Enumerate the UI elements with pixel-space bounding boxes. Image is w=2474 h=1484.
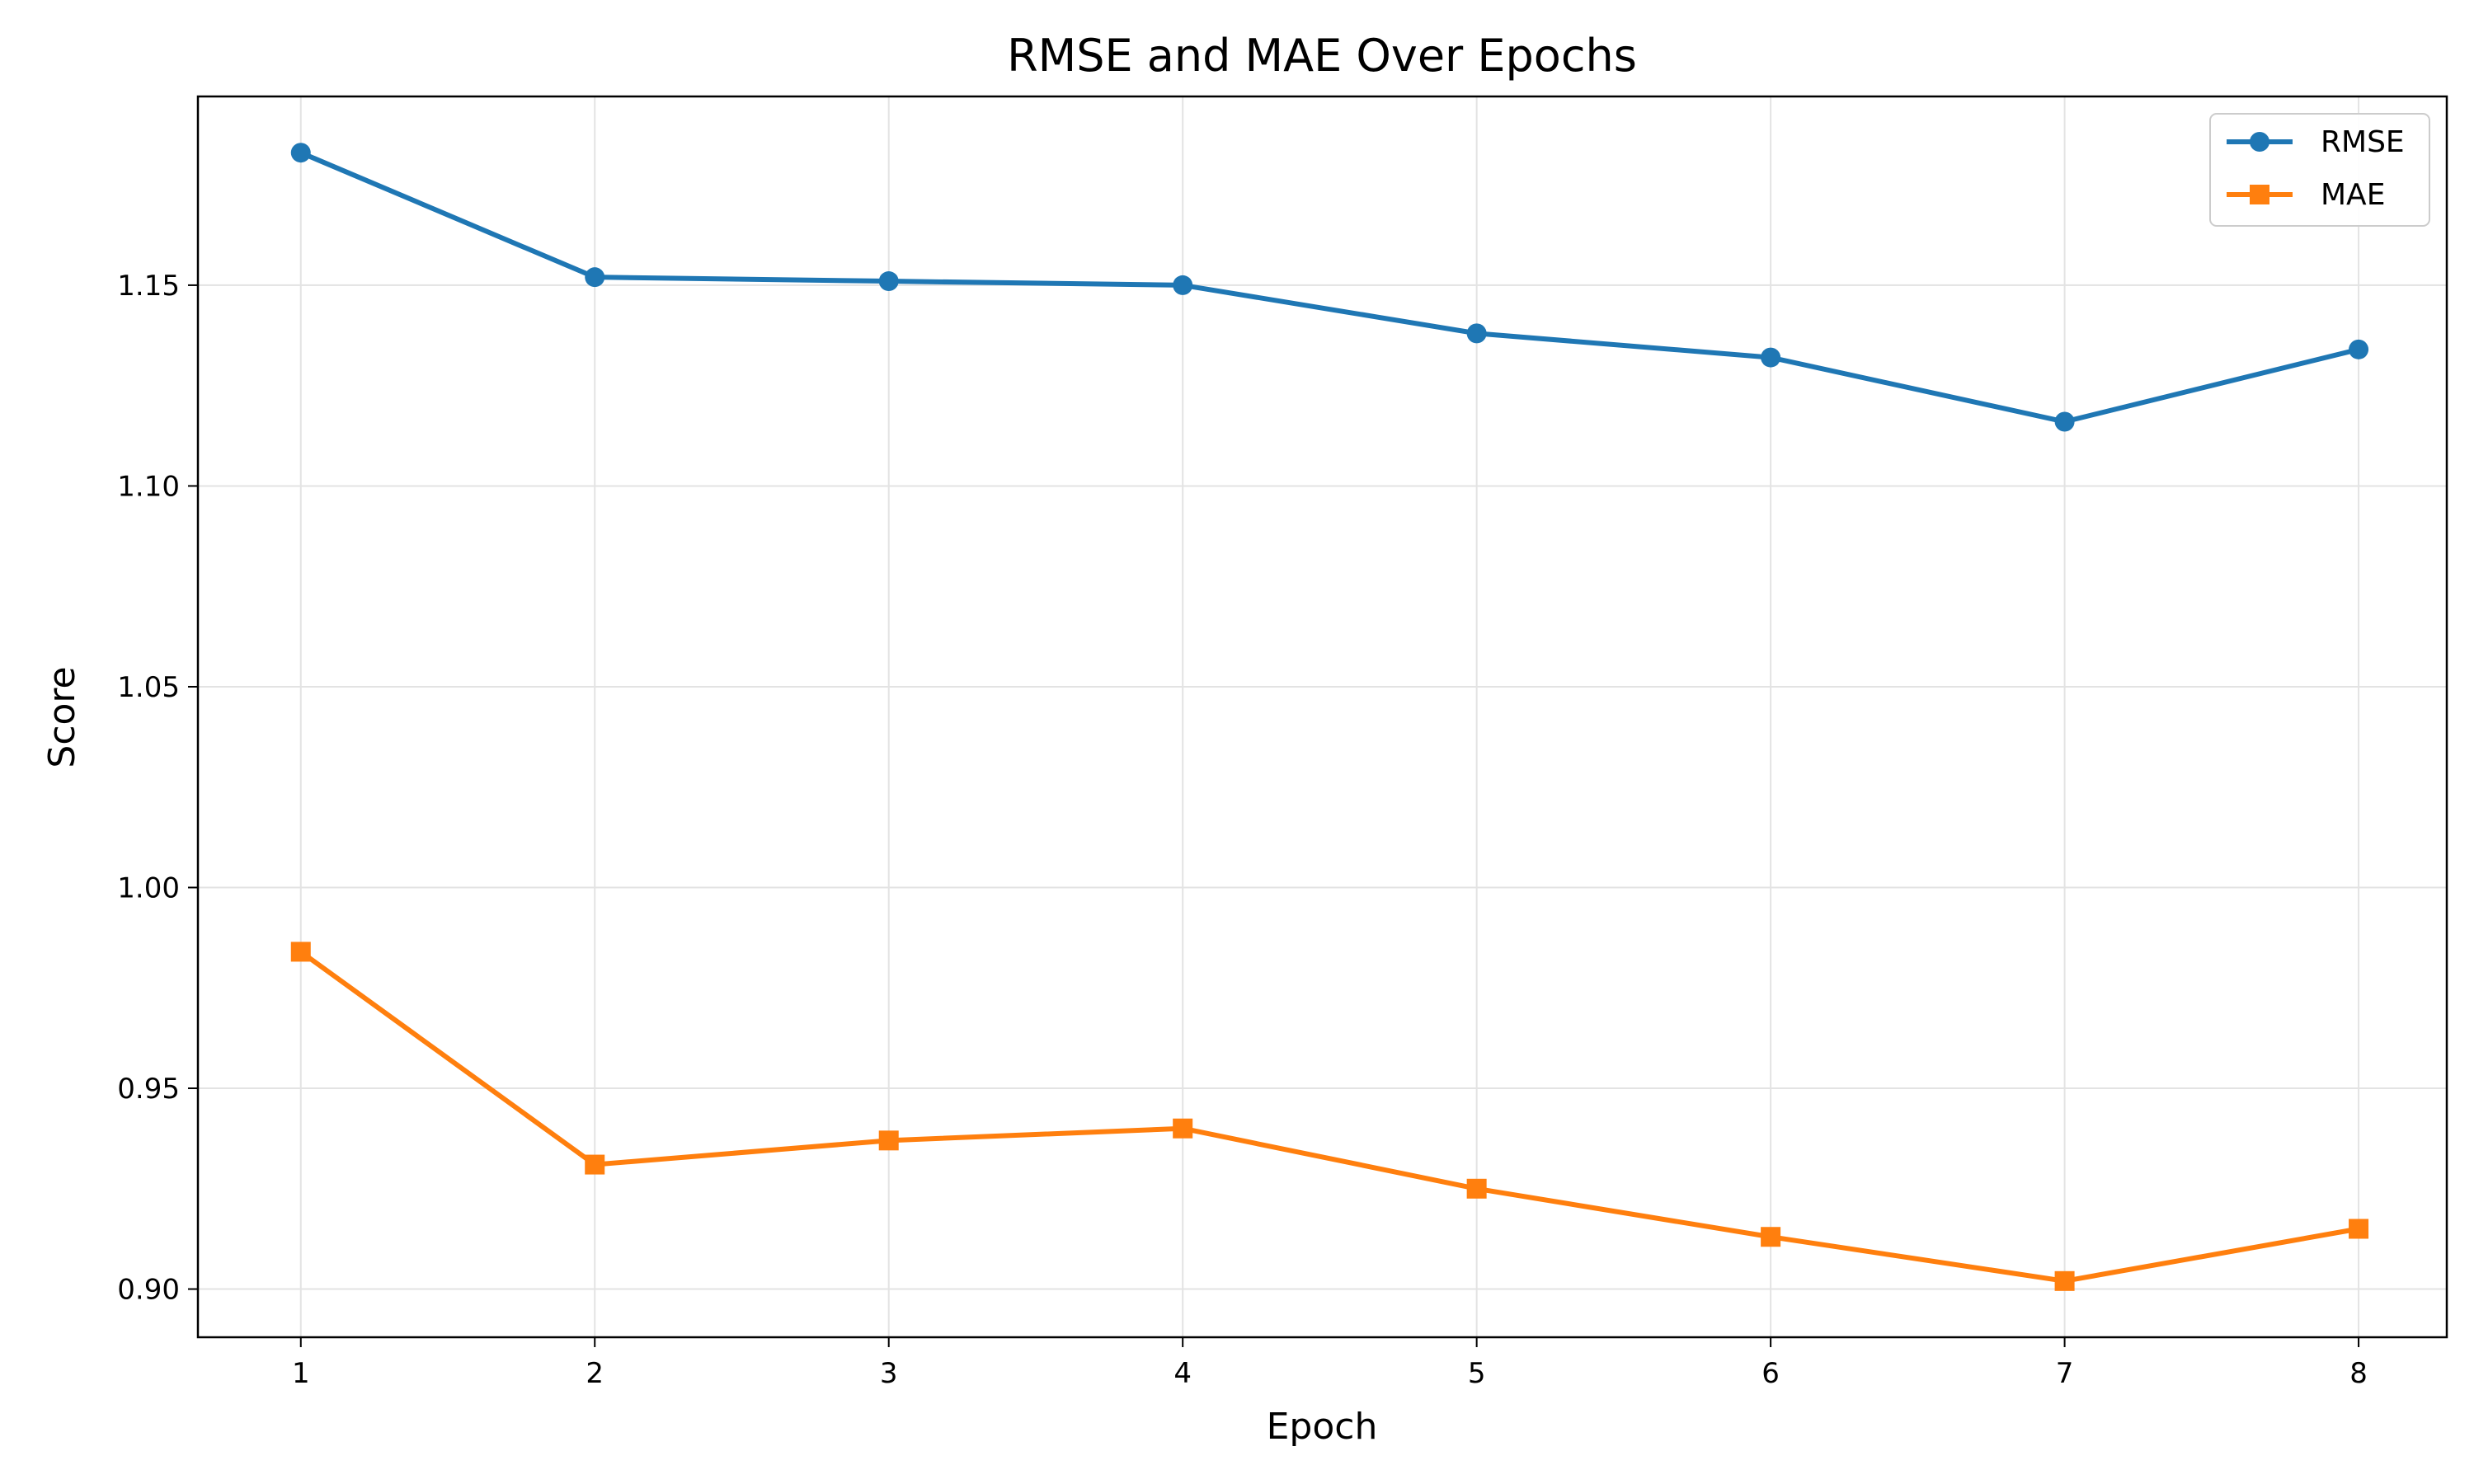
- y-tick-label: 1.00: [117, 871, 180, 904]
- rmse-point: [878, 271, 899, 292]
- y-axis-title: Score: [41, 666, 83, 768]
- series-layer: [290, 143, 2369, 1291]
- x-tick-label: 4: [1174, 1357, 1192, 1390]
- mae-point: [2054, 1270, 2075, 1291]
- rmse-point: [1466, 323, 1487, 344]
- mae-point: [585, 1154, 605, 1175]
- legend-marker: [2250, 185, 2269, 204]
- y-tick-label: 0.90: [117, 1274, 180, 1307]
- legend: RMSE MAE: [2209, 113, 2430, 227]
- rmse-point: [1173, 275, 1193, 295]
- series-rmse: [290, 143, 2369, 432]
- y-tick-label: 0.95: [117, 1073, 180, 1106]
- mae-point: [1173, 1118, 1193, 1139]
- mae-point: [2349, 1219, 2369, 1239]
- rmse-point: [1761, 347, 1781, 368]
- grid-layer: [198, 96, 2447, 1337]
- chart-title: RMSE and MAE Over Epochs: [1007, 30, 1637, 82]
- legend-label: MAE: [2321, 178, 2385, 212]
- x-tick-label: 7: [2056, 1357, 2074, 1390]
- y-tick-label: 1.15: [117, 270, 180, 303]
- axis-layer: 1 2 3 4 5 6 7 8 0.90 0.95 1.00 1.05 1.10 1.15: [117, 270, 2368, 1390]
- mae-point: [1761, 1227, 1781, 1247]
- legend-item-mae: MAE: [2227, 178, 2385, 212]
- y-tick-label: 1.10: [117, 470, 180, 503]
- mae-point: [290, 942, 311, 962]
- rmse-point: [585, 267, 605, 288]
- mae-line: [298, 949, 2362, 1284]
- mae-point: [878, 1130, 899, 1151]
- legend-marker: [2250, 132, 2269, 152]
- x-tick-label: 6: [1761, 1357, 1780, 1390]
- mae-point: [1466, 1178, 1487, 1199]
- rmse-line: [298, 150, 2362, 425]
- x-tick-label: 1: [292, 1357, 310, 1390]
- x-tick-label: 5: [1468, 1357, 1486, 1390]
- x-tick-label: 2: [586, 1357, 604, 1390]
- rmse-point: [2054, 411, 2075, 432]
- plot-frame: [196, 95, 2448, 1339]
- y-tick-label: 1.05: [117, 671, 180, 704]
- legend-item-rmse: RMSE: [2227, 125, 2405, 159]
- legend-label: RMSE: [2321, 125, 2405, 159]
- x-axis-title: Epoch: [1267, 1406, 1378, 1448]
- series-mae: [290, 942, 2369, 1291]
- x-tick-label: 8: [2349, 1357, 2368, 1390]
- x-tick-label: 3: [880, 1357, 898, 1390]
- rmse-point: [2349, 339, 2369, 359]
- rmse-point: [290, 143, 311, 163]
